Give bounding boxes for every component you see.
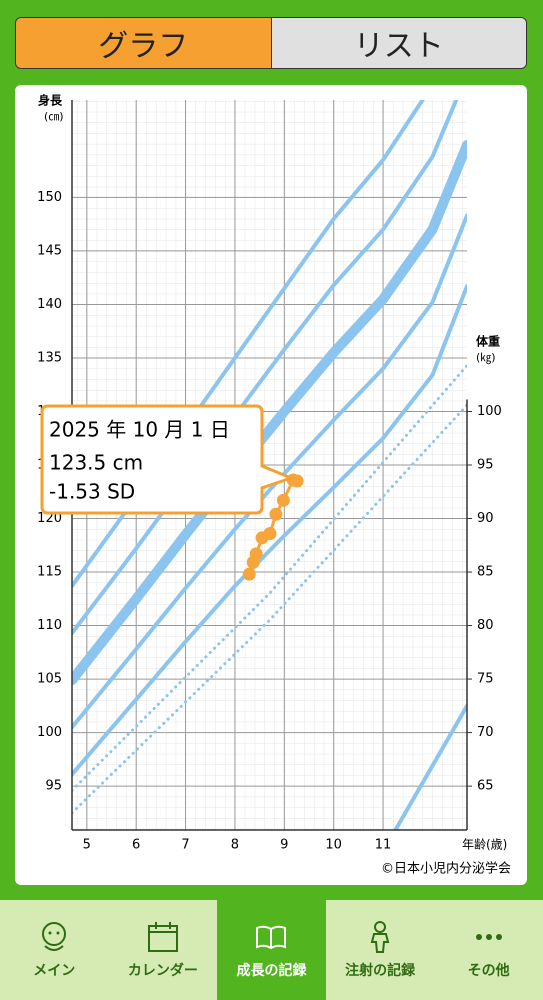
y-axis-label: 身長: [38, 93, 63, 108]
reference-curve: [72, 139, 467, 686]
nav-item[interactable]: カレンダー: [109, 900, 218, 1000]
y-tick-label: 110: [37, 618, 62, 633]
x-tick-label: 7: [181, 838, 189, 853]
nav-label: 成長の記録: [236, 963, 307, 979]
tooltip-sd: -1.53 SD: [49, 480, 135, 504]
measurement-point: [249, 547, 263, 561]
tab[interactable]: リスト: [270, 18, 526, 68]
y-tick-label: 140: [37, 297, 62, 312]
reference-curve: [72, 363, 467, 792]
reference-curve: [72, 403, 467, 815]
y-tick-label: 135: [37, 350, 62, 365]
measurement-point: [276, 493, 290, 507]
nav-item[interactable]: その他: [434, 900, 543, 1000]
y-tick-label: 120: [37, 511, 62, 526]
x-tick-label: 10: [325, 838, 342, 853]
y-tick-label: 100: [37, 725, 62, 740]
nav-item[interactable]: メイン: [0, 900, 109, 1000]
copyright: ©日本小児内分泌学会: [381, 861, 511, 877]
icon: [42, 922, 67, 951]
icon: [256, 925, 287, 950]
tooltip: 2025 年 10 月 1 日 123.5 cm -1.53 SD: [40, 404, 296, 515]
y2-tick-label: 70: [477, 725, 494, 740]
y2-tick-label: 100: [477, 404, 502, 419]
y-tick-label: 95: [45, 779, 62, 794]
y2-tick-label: 75: [477, 672, 494, 687]
nav-item[interactable]: 成長の記録: [217, 900, 326, 1000]
y2-tick-label: 65: [477, 779, 494, 794]
measurement-point: [269, 507, 283, 521]
reference-curve: [72, 213, 467, 730]
y2-tick-label: 85: [477, 565, 494, 580]
nav-label: カレンダー: [127, 963, 198, 979]
measurement-point: [242, 567, 256, 581]
x-axis-label: 年齢(歳): [462, 837, 507, 852]
y2-axis-label: 体重: [476, 334, 500, 349]
icon: [147, 922, 178, 952]
tooltip-date: 2025 年 10 月 1 日: [49, 418, 230, 442]
measurement-point: [263, 527, 277, 541]
x-tick-label: 5: [83, 838, 91, 853]
y-axis-unit: (㎝): [44, 110, 64, 123]
measurement-point: [290, 474, 304, 488]
tab[interactable]: グラフ: [16, 18, 271, 68]
y-tick-label: 145: [37, 243, 62, 258]
x-tick-label: 11: [375, 838, 392, 853]
reference-curve: [72, 284, 467, 777]
y2-axis-unit: (㎏): [476, 351, 496, 364]
chart: 9510010511011512012513013514014515056789…: [37, 93, 511, 877]
nav-label: その他: [467, 963, 510, 979]
nav-label: メイン: [33, 963, 76, 979]
x-tick-label: 9: [280, 838, 288, 853]
reference-curve: [393, 703, 467, 830]
segmented-control: グラフ リスト: [15, 17, 527, 69]
reference-curve: [72, 100, 459, 636]
x-tick-label: 8: [231, 838, 239, 853]
y2-tick-label: 80: [477, 618, 494, 633]
y2-tick-label: 90: [477, 511, 494, 526]
nav-label: 注射の記録: [345, 963, 416, 979]
nav-item[interactable]: 注射の記録: [326, 900, 435, 1000]
y2-tick-label: 95: [477, 458, 494, 473]
icon: [370, 921, 390, 953]
x-tick-label: 6: [132, 838, 140, 853]
y-tick-label: 150: [37, 190, 62, 205]
icon: [475, 934, 502, 940]
y-tick-label: 105: [37, 672, 62, 687]
y-tick-label: 115: [37, 565, 62, 580]
tooltip-height: 123.5 cm: [49, 451, 143, 475]
bottom-nav: メイン カレンダー 成長の記録 注射の記録 その他: [0, 900, 543, 1000]
tooltip-box: [40, 404, 296, 515]
